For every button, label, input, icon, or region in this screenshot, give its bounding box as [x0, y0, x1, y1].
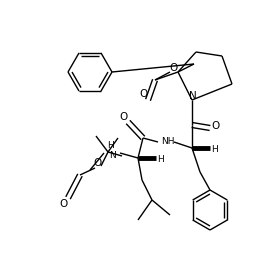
- Text: H: H: [212, 144, 218, 154]
- Text: O: O: [60, 199, 68, 209]
- Text: O: O: [140, 89, 148, 99]
- Text: H: H: [158, 155, 164, 164]
- Text: NH: NH: [161, 136, 175, 146]
- Text: N: N: [189, 91, 197, 101]
- Text: N: N: [110, 150, 116, 159]
- Text: O: O: [119, 112, 127, 122]
- Text: H: H: [107, 141, 113, 150]
- Text: O: O: [212, 121, 220, 131]
- Text: O: O: [93, 158, 101, 168]
- Text: O: O: [170, 63, 178, 73]
